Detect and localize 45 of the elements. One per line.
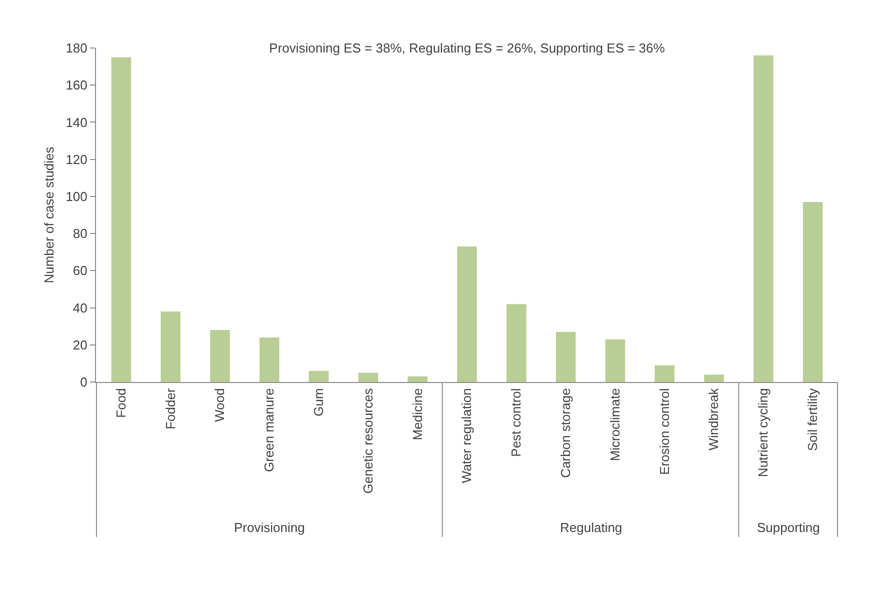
x-tick-label: Fodder	[162, 388, 178, 430]
bar	[654, 365, 674, 382]
bar	[506, 304, 526, 382]
x-tick-label: Erosion control	[656, 388, 672, 475]
bar	[704, 374, 724, 382]
y-tick-label: 100	[66, 188, 88, 204]
x-tick-label: Green manure	[262, 388, 277, 472]
y-tick-label: 140	[66, 114, 88, 130]
text: Regulating	[560, 520, 622, 535]
bar	[358, 372, 378, 382]
bar	[605, 339, 626, 382]
x-tick-label: Carbon storage	[558, 388, 574, 478]
bar	[210, 330, 230, 382]
x-tick-label: Soil fertility	[805, 388, 820, 452]
bar	[408, 376, 428, 382]
bar	[160, 311, 180, 382]
bar	[754, 55, 774, 382]
y-tick-label: 180	[66, 40, 88, 56]
x-tick-label: Windbreak	[706, 388, 722, 450]
bar	[308, 370, 329, 382]
text: Provisioning	[234, 520, 305, 535]
bar	[260, 337, 280, 382]
y-tick-label: 20	[72, 337, 88, 352]
x-tick-label: Pest control	[508, 388, 524, 457]
x-tick-label: Gum	[311, 388, 326, 416]
y-tick-label: 160	[66, 78, 88, 93]
x-tick-label: Genetic resources	[360, 388, 376, 494]
y-tick-label: 80	[72, 226, 88, 242]
y-tick-label: 120	[66, 152, 88, 167]
x-tick-label: Water regulation	[459, 388, 474, 484]
x-tick-label: Nutrient cycling	[756, 388, 771, 478]
bar	[457, 246, 477, 382]
text: Supporting	[757, 520, 820, 535]
y-tick-label: 40	[72, 300, 88, 316]
bar	[802, 202, 823, 382]
x-tick-label: Medicine	[410, 388, 425, 440]
y-tick-label: 60	[72, 263, 88, 278]
x-tick-label: Microclimate	[607, 388, 622, 462]
x-tick-label: Wood	[212, 388, 228, 422]
y-tick-label: 0	[80, 374, 88, 390]
y-axis-title: Number of case studies	[42, 146, 57, 284]
bar	[111, 57, 132, 382]
x-tick-label: Food	[113, 388, 128, 418]
bar	[556, 332, 576, 382]
chart-title: Provisioning ES = 38%, Regulating ES = 26%, Supporting ES = 36%	[269, 40, 666, 56]
